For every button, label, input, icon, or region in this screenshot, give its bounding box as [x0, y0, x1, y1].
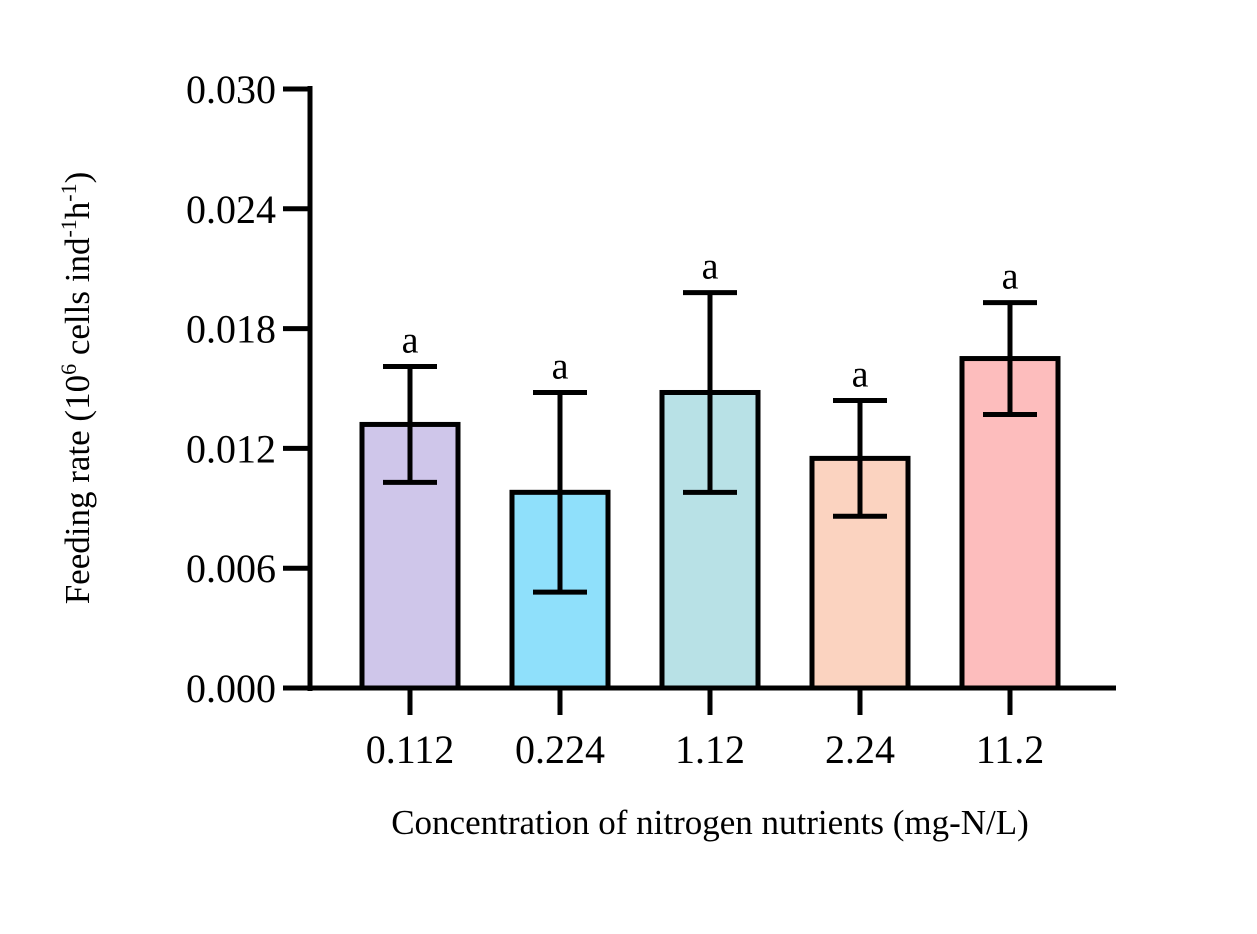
- y-axis-title-mid: cells ind: [58, 237, 97, 364]
- error-bars-group: [383, 290, 1037, 595]
- x-tick-label: 2.24: [825, 727, 895, 772]
- y-tick-label: 0.024: [186, 187, 276, 232]
- significance-label: a: [1002, 256, 1019, 298]
- y-axis-title-exp1: 6: [56, 364, 81, 375]
- significance-label: a: [702, 246, 719, 288]
- y-tick-label: 0.006: [186, 546, 276, 591]
- significance-labels-group: a a a a a: [402, 246, 1019, 396]
- x-ticks-group: 0.112 0.224 1.12 2.24 11.2: [366, 688, 1045, 772]
- significance-label: a: [852, 353, 869, 395]
- x-tick-label: 1.12: [675, 727, 745, 772]
- y-tick-label: 0.000: [186, 666, 276, 711]
- bar-2.24: [809, 455, 911, 691]
- y-axis-title-mid2: h: [58, 201, 97, 219]
- x-axis-title: Concentration of nitrogen nutrients (mg-…: [391, 803, 1029, 842]
- y-ticks-group: 0.000 0.006 0.012 0.018 0.024 0.030: [186, 67, 310, 711]
- x-tick-label: 0.112: [366, 727, 455, 772]
- y-axis-title: Feeding rate (106 cells ind-1h-1): [56, 172, 97, 605]
- y-tick-label: 0.030: [186, 67, 276, 112]
- significance-label: a: [552, 345, 569, 387]
- y-axis-title-exp3: -1: [56, 183, 81, 201]
- x-tick-label: 0.224: [515, 727, 605, 772]
- y-tick-label: 0.012: [186, 426, 276, 471]
- y-tick-label: 0.018: [186, 307, 276, 352]
- significance-label: a: [402, 320, 419, 362]
- y-axis-title-base: Feeding rate (10: [58, 375, 97, 604]
- y-axis-title-exp2: -1: [56, 219, 81, 237]
- x-tick-label: 11.2: [976, 727, 1045, 772]
- y-axis-title-end: ): [58, 172, 97, 184]
